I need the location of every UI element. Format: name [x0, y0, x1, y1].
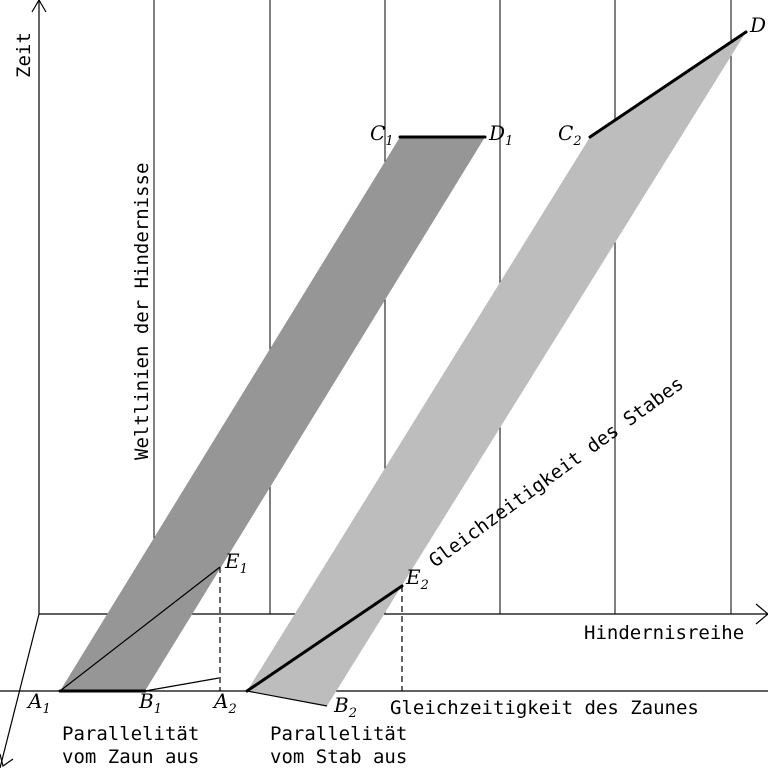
- weltlinien-label: Weltlinien der Hindernisse: [131, 163, 153, 460]
- gleichzeitigkeit-zaunes-label: Gleichzeitigkeit des Zaunes: [390, 697, 699, 719]
- line-a1-e1: [59, 566, 221, 692]
- parallelitaet-stab-line2: vom Stab aus: [270, 746, 407, 768]
- perspective-arrow: [0, 753, 14, 767]
- point-c2-label: C2: [558, 121, 582, 149]
- point-a2-label: A2: [212, 689, 237, 717]
- point-d1-label: D1: [488, 121, 513, 149]
- perspective-axis: [0, 613, 40, 768]
- parallelitaet-zaun-line2: vom Zaun aus: [62, 746, 199, 768]
- line-a2-b2: [246, 690, 328, 707]
- point-b1-label: B1: [138, 689, 162, 717]
- point-e2-label: E2: [405, 565, 429, 593]
- parallelitaet-stab-line1: Parallelität: [270, 723, 407, 745]
- time-axis-label: Zeit: [13, 32, 35, 78]
- segment-a2-e2: [245, 584, 404, 693]
- point-d-label: D: [749, 13, 766, 37]
- point-b2-label: B2: [333, 693, 357, 721]
- point-a1-label: A1: [26, 689, 51, 717]
- time-axis-arrow: [31, 0, 47, 13]
- point-c1-label: C1: [370, 121, 394, 149]
- segment-c2-d: [588, 30, 748, 139]
- line-b1-parallel: [144, 677, 220, 692]
- rod2-worldband: [247, 32, 746, 706]
- hindernisreihe-arrow: [755, 603, 768, 625]
- parallelitaet-zaun-line1: Parallelität: [62, 723, 199, 745]
- obstacle-worldlines-grid: [153, 0, 732, 614]
- point-e1-label: E1: [224, 549, 248, 577]
- hindernisreihe-label: Hindernisreihe: [584, 622, 744, 644]
- rod1-worldband: [60, 137, 485, 691]
